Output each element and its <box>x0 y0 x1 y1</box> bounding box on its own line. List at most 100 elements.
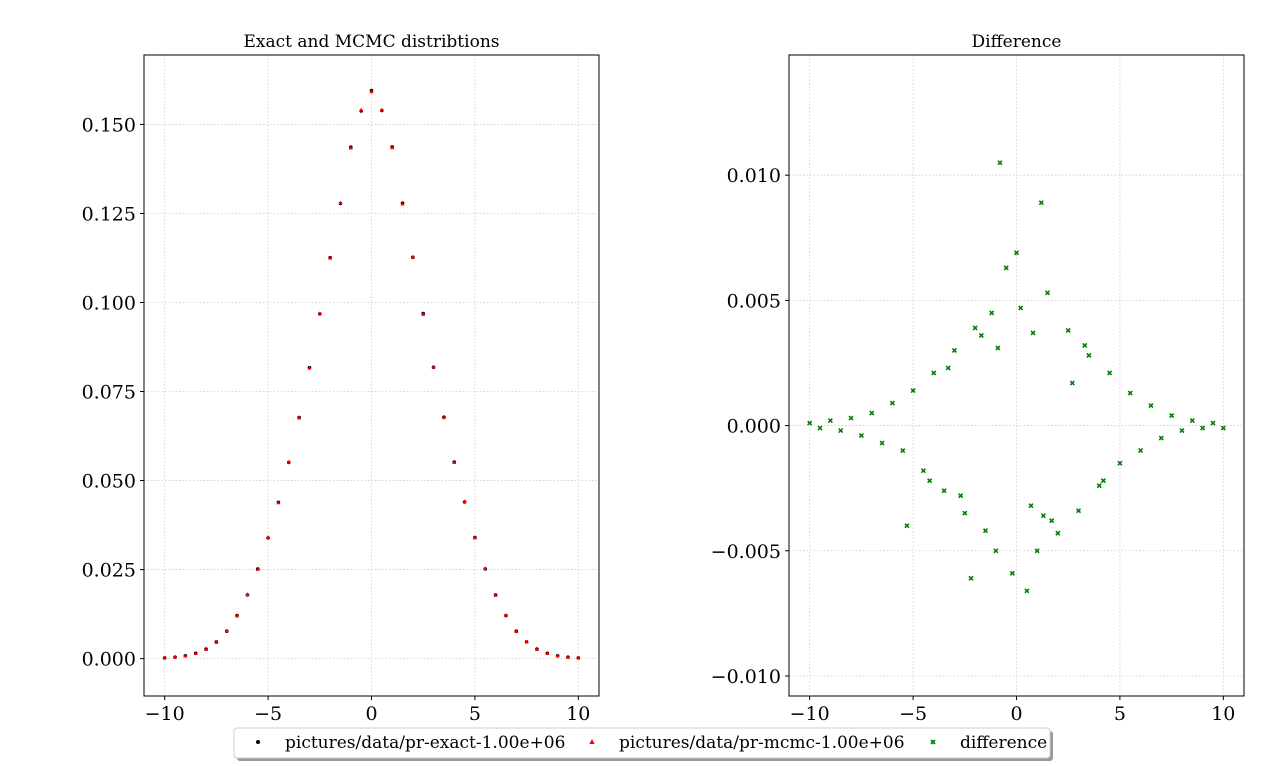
x-tick-label: 0 <box>365 703 377 725</box>
exact-mcmc-panel: −10 −5 0 5 10 0.000 0.025 0.050 0.075 0.100 0.125 0… <box>82 32 600 725</box>
data-point-difference <box>889 400 895 406</box>
x-tick-label: 5 <box>1114 703 1126 725</box>
data-point-mcmc <box>503 612 508 617</box>
data-point-mcmc <box>266 535 271 540</box>
data-point-difference <box>968 575 974 581</box>
data-point-difference <box>989 310 995 316</box>
data-point-mcmc <box>162 655 167 660</box>
x-tick-label: −10 <box>790 703 830 725</box>
data-point-difference <box>827 418 833 424</box>
marks-left <box>162 88 581 660</box>
data-point-difference <box>1210 420 1216 426</box>
data-point-difference <box>1169 412 1175 419</box>
y-tick-label: 0.000 <box>727 416 781 438</box>
data-point-mcmc <box>493 593 498 597</box>
data-point-mcmc <box>286 459 291 464</box>
data-point-mcmc <box>183 653 188 658</box>
legend-label-difference: difference <box>960 733 1047 753</box>
data-point-mcmc <box>235 613 240 618</box>
data-point-difference <box>978 332 984 339</box>
legend-box <box>233 727 1051 759</box>
plot-border-left <box>143 54 600 697</box>
x-tick-label: 5 <box>469 703 481 725</box>
data-point-difference <box>982 528 989 534</box>
data-point-difference <box>972 325 978 331</box>
data-point-difference <box>997 160 1003 166</box>
data-point-mcmc <box>441 415 446 420</box>
data-point-difference <box>1028 503 1034 509</box>
legend-label-mcmc: pictures/data/pr-mcmc-1.00e+06 <box>619 733 905 753</box>
data-point-difference <box>1055 530 1061 536</box>
y-tick-label: 0.005 <box>727 290 781 312</box>
marks-right <box>807 160 1226 594</box>
data-point-mcmc <box>390 145 395 150</box>
legend-label-exact: pictures/data/pr-exact-1.00e+06 <box>285 733 565 753</box>
data-point-difference <box>945 365 951 371</box>
data-point-difference <box>848 415 854 421</box>
data-point-difference <box>1100 478 1106 484</box>
data-point-difference <box>1075 508 1082 514</box>
data-point-difference <box>1030 330 1036 336</box>
y-tick-label: 0.025 <box>82 560 136 582</box>
data-point-mcmc <box>369 89 374 94</box>
plot-border-right <box>788 54 1245 697</box>
data-point-difference <box>1003 265 1009 271</box>
plot-frame-left <box>144 55 599 696</box>
data-point-difference <box>838 428 844 434</box>
ticks-left: −10 −5 0 5 10 0.000 0.025 0.050 0.075 0.100 0.125 0… <box>82 114 591 725</box>
data-point-mcmc <box>255 567 260 571</box>
data-point-difference <box>1086 352 1092 359</box>
plot-frame-right <box>789 55 1244 696</box>
data-point-mcmc <box>173 654 178 659</box>
chart-title-left: Exact and MCMC distribtions <box>244 32 500 52</box>
x-tick-label: 0 <box>1010 703 1022 725</box>
data-point-difference <box>869 410 875 416</box>
data-point-mcmc <box>534 647 539 651</box>
data-point-difference <box>1158 435 1164 441</box>
data-point-mcmc <box>514 629 519 634</box>
data-point-mcmc <box>193 651 198 655</box>
y-tick-label: 0.000 <box>82 649 136 671</box>
data-point-difference <box>1009 570 1015 576</box>
y-tick-label: 0.100 <box>82 292 136 314</box>
data-point-difference <box>1038 200 1044 206</box>
data-point-difference <box>1117 460 1123 466</box>
data-point-difference <box>1018 305 1024 311</box>
data-point-mcmc <box>483 566 488 571</box>
data-point-difference <box>1082 342 1088 349</box>
difference-panel: −10 −5 0 5 10 −0.010 −0.005 0.000 0.005 0.010 Dif… <box>711 32 1245 725</box>
data-point-difference <box>1049 518 1055 524</box>
data-point-difference <box>1065 327 1071 333</box>
data-point-mcmc <box>204 647 209 651</box>
data-point-difference <box>1044 290 1051 296</box>
legend-marker-exact <box>256 740 260 744</box>
data-point-difference <box>993 548 999 554</box>
y-tick-label: 0.150 <box>82 114 136 136</box>
x-tick-label: −10 <box>145 703 185 725</box>
data-point-mcmc <box>462 499 467 504</box>
data-point-difference <box>958 493 964 499</box>
data-point-difference <box>1148 402 1154 409</box>
data-point-difference <box>962 510 968 516</box>
grid-right <box>789 55 1244 696</box>
data-point-mcmc <box>545 651 550 655</box>
data-point-difference <box>1013 250 1020 256</box>
data-point-mcmc <box>576 655 581 660</box>
data-point-mcmc <box>524 639 529 644</box>
data-point-mcmc <box>276 500 281 505</box>
data-point-difference <box>1220 425 1226 431</box>
chart-title-right: Difference <box>972 32 1062 52</box>
data-point-difference <box>951 347 958 354</box>
data-point-difference <box>920 468 926 474</box>
data-point-difference <box>927 478 933 484</box>
data-point-mcmc <box>565 654 570 659</box>
data-point-difference <box>1179 428 1185 434</box>
data-point-mcmc <box>452 460 457 464</box>
data-point-mcmc <box>245 592 250 597</box>
data-point-difference <box>941 488 947 494</box>
data-point-mcmc <box>410 254 415 259</box>
data-point-difference <box>931 370 937 376</box>
data-point-difference <box>1024 588 1030 594</box>
x-tick-label: −5 <box>899 703 927 725</box>
